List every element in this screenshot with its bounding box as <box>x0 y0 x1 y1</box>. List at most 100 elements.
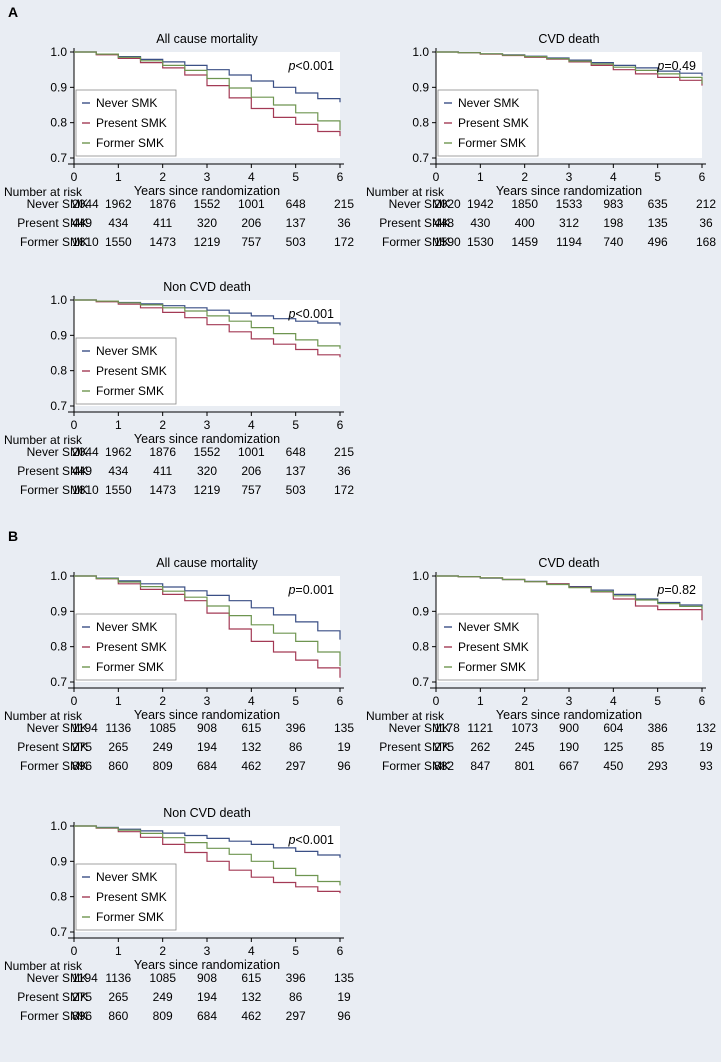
legend-label-present-smk: Present SMK <box>458 640 529 654</box>
x-tick-label: 1 <box>477 694 484 708</box>
risk-value: 1073 <box>511 721 538 735</box>
legend-box <box>75 337 177 405</box>
y-tick-label: 0.7 <box>412 151 429 165</box>
risk-value: 449 <box>72 464 92 478</box>
x-tick-label: 1 <box>115 694 122 708</box>
risk-value: 635 <box>648 197 668 211</box>
x-tick-label: 3 <box>204 170 211 184</box>
risk-table-header: Number at risk <box>366 185 445 199</box>
risk-value: 1550 <box>105 235 132 249</box>
y-tick-label: 1.0 <box>412 569 429 583</box>
risk-value: 1473 <box>149 483 176 497</box>
x-tick-label: 3 <box>204 418 211 432</box>
p-value-label: p<0.001 <box>287 833 334 847</box>
x-tick-label: 1 <box>115 418 122 432</box>
risk-value: 503 <box>286 483 306 497</box>
risk-value: 1085 <box>149 971 176 985</box>
legend-label-present-smk: Present SMK <box>96 116 167 130</box>
x-tick-label: 3 <box>566 694 573 708</box>
x-tick-label: 6 <box>699 694 706 708</box>
risk-value: 275 <box>72 990 92 1004</box>
x-tick-label: 4 <box>610 170 617 184</box>
risk-value: 1552 <box>194 445 221 459</box>
risk-value: 667 <box>559 759 579 773</box>
chart-svg: Non CVD death 0.7 0.8 0.9 1.0 0 1 2 3 4 5 6 Years si… <box>4 280 354 497</box>
risk-value: 249 <box>153 990 173 1004</box>
risk-value: 86 <box>289 990 303 1004</box>
chart-svg: All cause mortality 0.7 0.8 0.9 1.0 0 1 2 3 4 5 6 Ye… <box>4 32 354 249</box>
chart-svg: All cause mortality 0.7 0.8 0.9 1.0 0 1 2 3 4 5 6 Ye… <box>4 556 354 773</box>
series-line-former-smk <box>436 575 703 610</box>
p-value-label: p=0.49 <box>656 59 696 73</box>
risk-row-label-former-smk: Former SMK <box>382 235 450 249</box>
legend-box <box>75 89 177 157</box>
legend-label-former-smk: Former SMK <box>458 136 526 150</box>
risk-value: 320 <box>197 464 217 478</box>
x-tick-label: 0 <box>71 170 78 184</box>
y-tick-label: 0.9 <box>50 854 67 868</box>
risk-row-label-former-smk: Former SMK <box>20 759 88 773</box>
x-tick-label: 6 <box>337 418 344 432</box>
risk-value: 215 <box>334 197 354 211</box>
y-tick-label: 0.8 <box>412 640 429 654</box>
series-line-former-smk <box>74 299 341 349</box>
series-line-former-smk <box>436 51 703 84</box>
risk-row-label-present-smk: Present SMK <box>379 216 450 230</box>
risk-value: 19 <box>337 990 351 1004</box>
risk-row-label-never-smk: Never SMK <box>27 197 88 211</box>
x-axis-label: Years since randomization <box>134 184 280 198</box>
risk-value: 615 <box>241 971 261 985</box>
risk-value: 85 <box>651 740 665 754</box>
risk-value: 320 <box>197 216 217 230</box>
risk-value: 896 <box>72 1009 92 1023</box>
chart-b-all-cause: All cause mortality 0.7 0.8 0.9 1.0 0 1 2 3 4 5 6 Ye… <box>0 550 360 812</box>
risk-value: 809 <box>153 1009 173 1023</box>
legend-label-former-smk: Former SMK <box>96 136 164 150</box>
series-line-present-smk <box>74 51 341 137</box>
risk-value: 757 <box>241 483 261 497</box>
risk-value: 684 <box>197 1009 217 1023</box>
risk-value: 983 <box>603 197 623 211</box>
x-tick-label: 5 <box>654 170 661 184</box>
risk-value: 293 <box>648 759 668 773</box>
risk-value: 1610 <box>72 235 99 249</box>
x-tick-label: 3 <box>566 170 573 184</box>
risk-value: 1194 <box>72 721 98 735</box>
risk-value: 1942 <box>467 197 494 211</box>
legend-box <box>75 863 177 931</box>
risk-value: 206 <box>241 216 261 230</box>
risk-value: 740 <box>603 235 623 249</box>
chart-title: All cause mortality <box>156 32 258 46</box>
chart-title: CVD death <box>538 556 599 570</box>
risk-value: 275 <box>434 740 454 754</box>
panel-label-a: A <box>8 4 19 20</box>
risk-row-label-never-smk: Never SMK <box>389 197 450 211</box>
x-tick-label: 4 <box>248 944 255 958</box>
risk-row-label-never-smk: Never SMK <box>389 721 450 735</box>
risk-value: 93 <box>699 759 713 773</box>
y-tick-label: 0.9 <box>412 80 429 94</box>
risk-value: 1136 <box>105 721 131 735</box>
risk-value: 132 <box>696 721 716 735</box>
chart-svg: CVD death 0.7 0.8 0.9 1.0 0 1 2 3 4 5 6 Years since … <box>366 556 716 773</box>
risk-value: 297 <box>286 1009 306 1023</box>
risk-value: 212 <box>696 197 716 211</box>
y-tick-label: 1.0 <box>412 45 429 59</box>
y-tick-label: 1.0 <box>50 293 67 307</box>
risk-value: 809 <box>153 759 173 773</box>
y-tick-label: 0.7 <box>50 151 67 165</box>
chart-b-cvd: CVD death 0.7 0.8 0.9 1.0 0 1 2 3 4 5 6 Years since … <box>362 550 721 812</box>
x-tick-label: 2 <box>521 694 528 708</box>
y-tick-label: 0.8 <box>50 890 67 904</box>
risk-value: 1552 <box>194 197 221 211</box>
p-value-label: p=0.001 <box>287 583 334 597</box>
y-tick-label: 0.7 <box>50 925 67 939</box>
x-tick-label: 0 <box>433 694 440 708</box>
risk-value: 648 <box>286 197 306 211</box>
chart-title: Non CVD death <box>163 806 251 820</box>
chart-title: All cause mortality <box>156 556 258 570</box>
risk-row-label-former-smk: Former SMK <box>382 759 450 773</box>
risk-value: 1085 <box>149 721 176 735</box>
risk-value: 648 <box>286 445 306 459</box>
risk-value: 449 <box>72 216 92 230</box>
